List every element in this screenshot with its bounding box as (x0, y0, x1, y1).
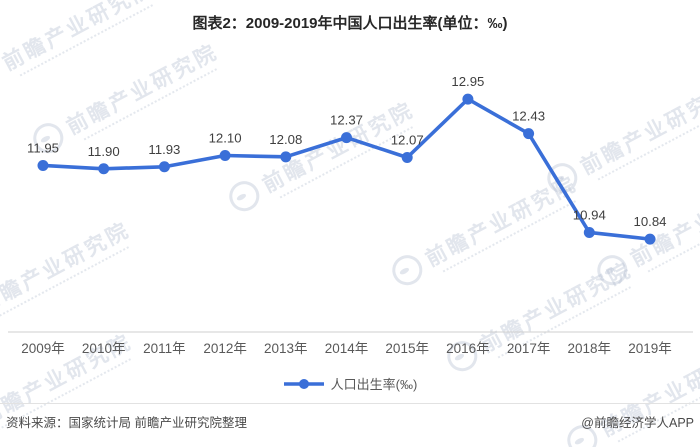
x-axis-label: 2009年 (21, 341, 65, 356)
x-axis-label: 2017年 (507, 341, 551, 356)
data-point (37, 159, 49, 171)
line-chart: 11.95 2009年 11.90 2010年 11.93 2011年 12.10 2012年… (8, 74, 693, 356)
data-point (280, 151, 292, 163)
legend-label: 人口出生率(‰) (330, 377, 418, 392)
data-point (644, 233, 656, 245)
data-point (462, 93, 474, 105)
x-axis-label: 2013年 (264, 341, 308, 356)
data-point (158, 161, 170, 173)
data-label: 10.94 (573, 207, 606, 222)
x-axis-label: 2015年 (385, 341, 429, 356)
data-point (219, 150, 231, 162)
data-label: 12.10 (209, 131, 242, 146)
data-label: 11.93 (148, 142, 180, 157)
data-label: 12.43 (512, 109, 545, 124)
data-label: 12.08 (269, 132, 302, 147)
x-axis-label: 2011年 (143, 341, 186, 356)
x-axis-label: 2016年 (446, 341, 490, 356)
credit-text: @前瞻经济学人APP (581, 416, 694, 430)
x-axis-label: 2014年 (325, 341, 369, 356)
x-axis-label: 2010年 (82, 341, 126, 356)
source-text: 资料来源：国家统计局 前瞻产业研究院整理 (6, 416, 247, 430)
data-point (341, 132, 352, 144)
data-label: 11.90 (88, 144, 120, 159)
footer: 资料来源：国家统计局 前瞻产业研究院整理 @前瞻经济学人APP (6, 412, 694, 431)
data-point (98, 163, 110, 175)
data-point (401, 152, 413, 164)
footer-divider (0, 403, 700, 404)
data-label: 10.84 (633, 214, 666, 229)
data-point (583, 226, 595, 238)
x-axis-label: 2019年 (628, 341, 672, 356)
x-axis-label: 2018年 (568, 341, 612, 356)
legend-marker-icon (283, 378, 324, 389)
data-point (523, 128, 535, 140)
data-label: 12.37 (330, 113, 363, 128)
chart-title: 图表2：2009-2019年中国人口出生率(单位：‰) (192, 15, 508, 32)
legend: 人口出生率(‰) (0, 374, 700, 393)
data-label: 12.07 (391, 133, 424, 148)
x-axis-label: 2012年 (203, 341, 247, 356)
data-label: 12.95 (451, 74, 484, 89)
data-label: 11.95 (27, 140, 59, 155)
